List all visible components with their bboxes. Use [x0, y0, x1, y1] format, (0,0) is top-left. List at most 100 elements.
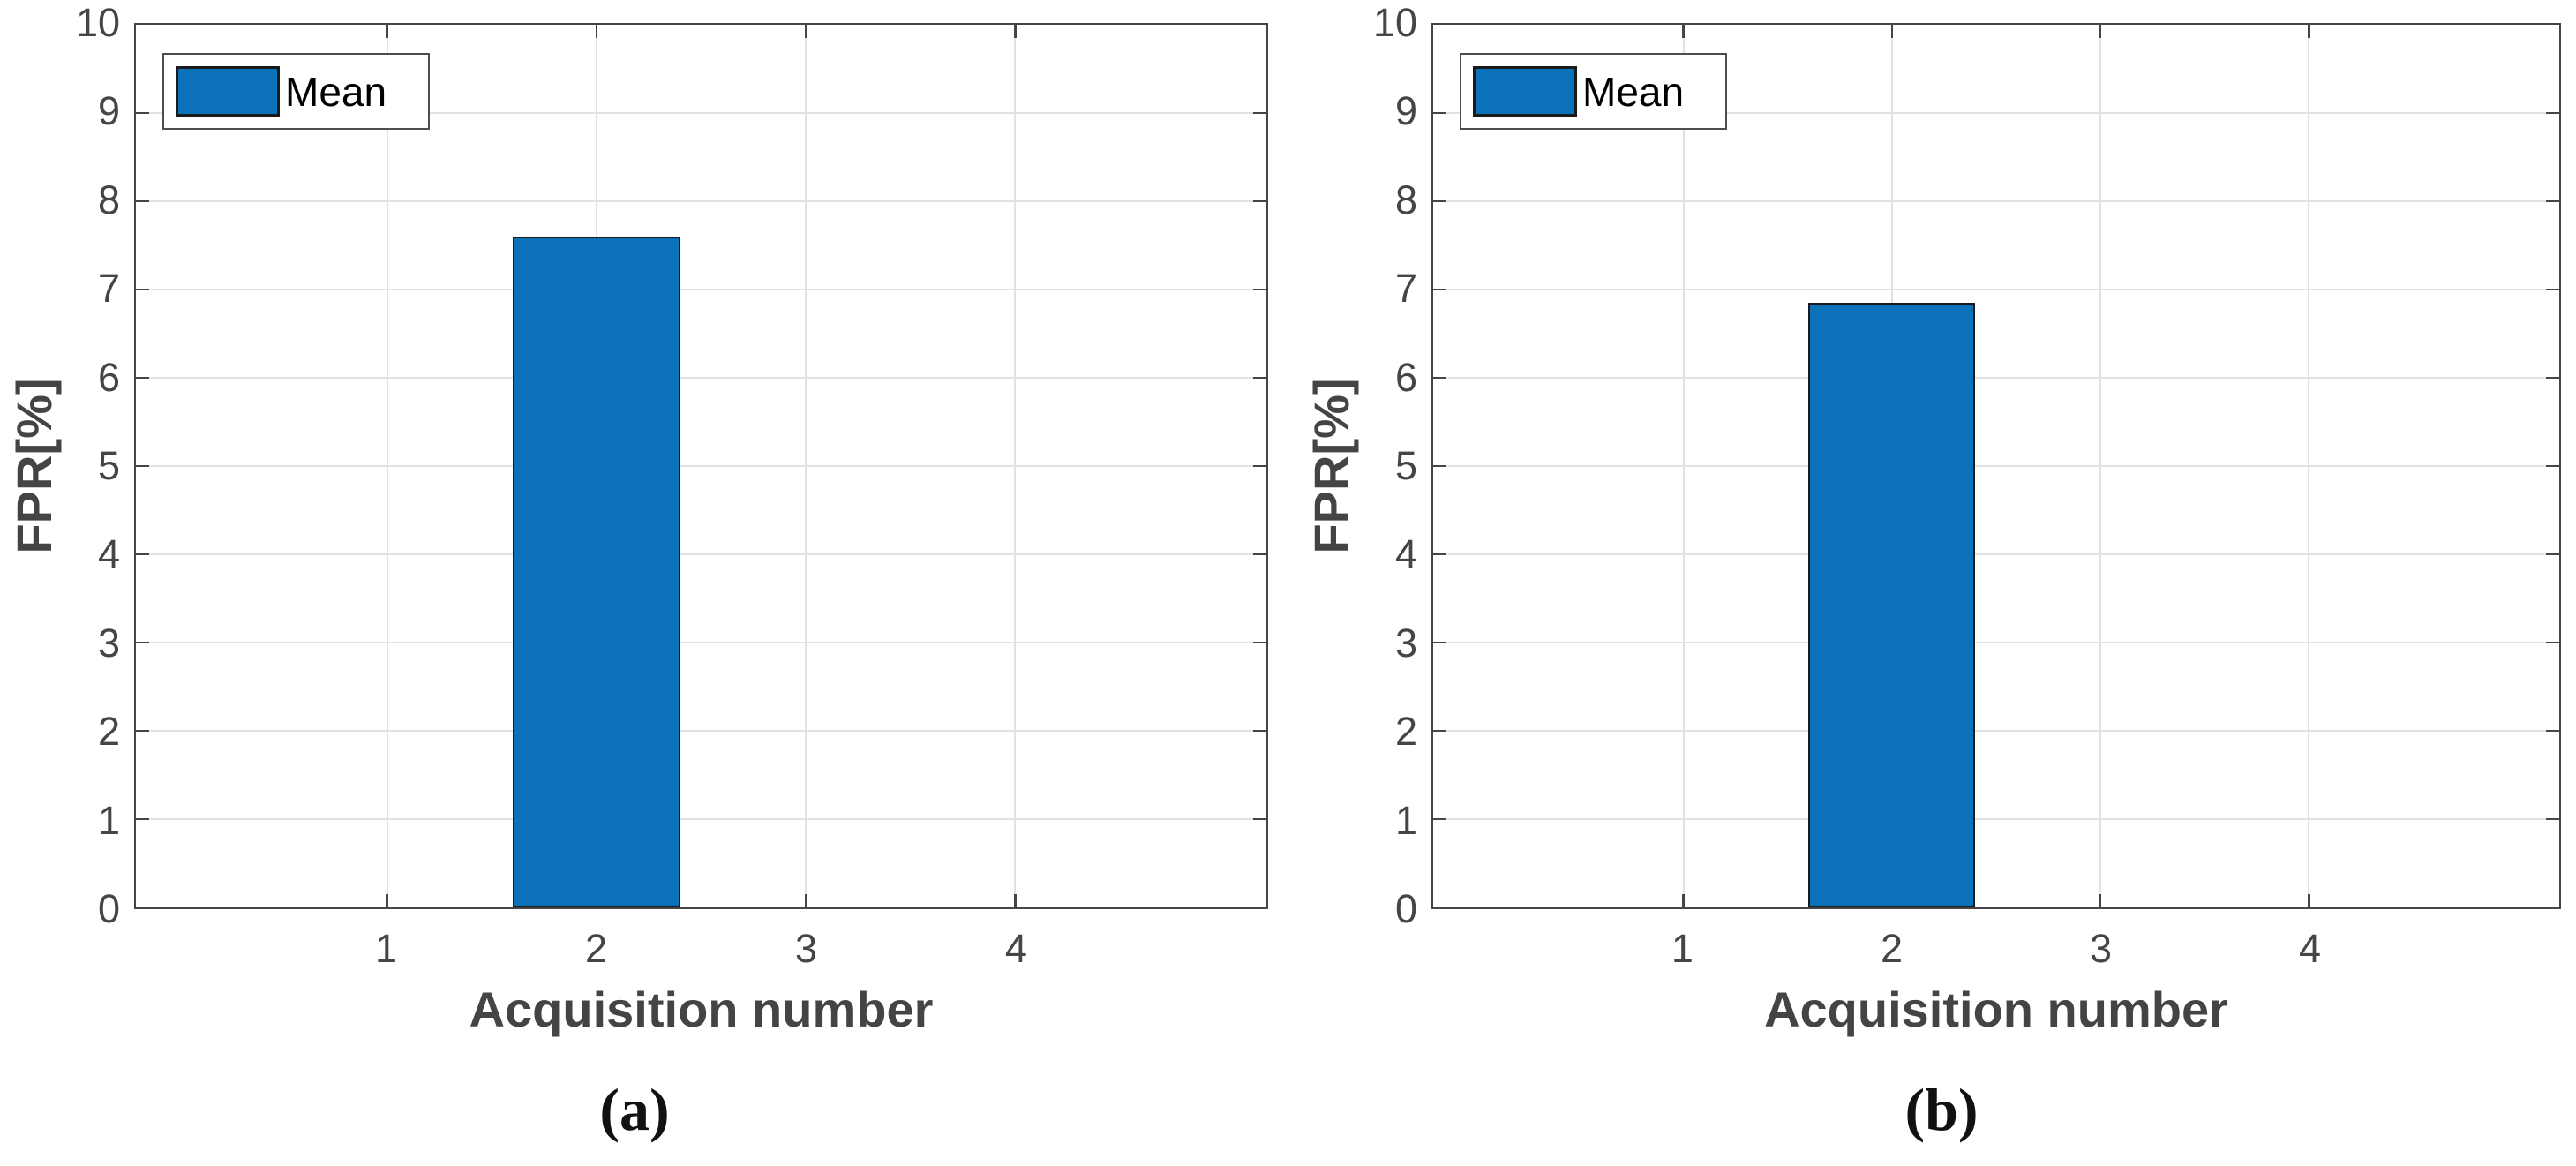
- x-tick-label: 4: [2299, 926, 2322, 971]
- y-tick-mark: [136, 553, 149, 556]
- y-tick-label: 3: [1394, 620, 1417, 666]
- x-tick-label: 3: [2090, 926, 2113, 971]
- y-tick-label: 10: [75, 0, 120, 45]
- y-tick-label: 9: [97, 88, 120, 134]
- y-tick-label: 5: [1394, 443, 1417, 488]
- y-gridline: [1433, 377, 2559, 379]
- y-tick-label: 6: [97, 354, 120, 400]
- y-tick-label: 3: [97, 620, 120, 666]
- y-tick-label: 1: [1394, 797, 1417, 843]
- y-gridline: [1433, 730, 2559, 732]
- y-tick-label: 8: [97, 177, 120, 222]
- y-gridline: [136, 112, 1266, 114]
- subfigure-caption: (a): [599, 1076, 670, 1143]
- x-tick-mark: [386, 894, 388, 907]
- y-tick-mark: [1433, 817, 1446, 821]
- y-gridline: [136, 289, 1266, 290]
- y-tick-mark: [136, 288, 149, 291]
- y-gridline: [136, 465, 1266, 467]
- legend: Mean: [162, 53, 430, 130]
- x-gridline: [2308, 25, 2310, 907]
- y-tick-mark: [136, 641, 149, 644]
- y-tick-mark: [136, 199, 149, 203]
- x-tick-mark: [1890, 25, 1894, 38]
- y-gridline: [136, 642, 1266, 643]
- y-tick-mark: [1433, 376, 1446, 380]
- x-gridline: [2099, 25, 2102, 907]
- y-tick-label: 4: [97, 531, 120, 577]
- y-tick-mark: [1253, 288, 1266, 291]
- x-gridline: [1014, 25, 1017, 907]
- y-tick-mark: [1253, 641, 1266, 644]
- legend-swatch-mean: [176, 66, 280, 117]
- subfigure-caption: (b): [1904, 1076, 1979, 1143]
- y-gridline: [1433, 112, 2559, 114]
- y-tick-mark: [1253, 111, 1266, 115]
- y-tick-mark: [2546, 111, 2559, 115]
- y-tick-mark: [1253, 199, 1266, 203]
- y-tick-mark: [1253, 464, 1266, 468]
- y-tick-mark: [2546, 553, 2559, 556]
- y-gridline: [136, 200, 1266, 202]
- y-gridline: [1433, 289, 2559, 290]
- x-tick-mark: [2099, 25, 2102, 38]
- y-tick-mark: [1253, 376, 1266, 380]
- y-tick-mark: [1433, 464, 1446, 468]
- x-tick-mark: [2308, 25, 2310, 38]
- y-gridline: [1433, 553, 2559, 555]
- y-gridline: [1433, 818, 2559, 820]
- y-tick-mark: [1433, 729, 1446, 733]
- y-tick-label: 0: [1394, 886, 1417, 931]
- y-tick-label: 2: [97, 709, 120, 755]
- y-tick-label: 6: [1394, 354, 1417, 400]
- x-tick-label: 2: [585, 926, 608, 971]
- y-tick-label: 10: [1372, 0, 1417, 45]
- y-gridline: [136, 553, 1266, 555]
- legend-swatch-mean: [1473, 66, 1577, 117]
- y-tick-mark: [2546, 464, 2559, 468]
- y-tick-mark: [2546, 817, 2559, 821]
- y-tick-mark: [2546, 376, 2559, 380]
- y-gridline: [136, 730, 1266, 732]
- x-tick-mark: [1682, 25, 1685, 38]
- x-tick-label: 2: [1880, 926, 1903, 971]
- y-tick-label: 7: [97, 266, 120, 312]
- y-gridline: [136, 818, 1266, 820]
- y-tick-mark: [1253, 729, 1266, 733]
- y-gridline: [1433, 465, 2559, 467]
- y-tick-mark: [136, 729, 149, 733]
- y-tick-mark: [136, 464, 149, 468]
- y-gridline: [1433, 200, 2559, 202]
- y-gridline: [136, 377, 1266, 379]
- y-tick-mark: [2546, 288, 2559, 291]
- x-gridline: [386, 25, 388, 907]
- y-tick-mark: [1433, 641, 1446, 644]
- x-tick-mark: [1682, 894, 1685, 907]
- x-tick-mark: [1014, 894, 1017, 907]
- plot-area: Mean: [1431, 23, 2561, 909]
- x-tick-mark: [386, 25, 388, 38]
- y-tick-mark: [136, 376, 149, 380]
- legend: Mean: [1460, 53, 1727, 130]
- y-tick-mark: [2546, 641, 2559, 644]
- y-tick-mark: [1433, 288, 1446, 291]
- x-tick-mark: [2308, 894, 2310, 907]
- x-axis-label: Acquisition number: [1764, 982, 2228, 1037]
- x-tick-mark: [804, 894, 807, 907]
- legend-label: Mean: [285, 68, 387, 115]
- bar-mean: [1808, 303, 1976, 907]
- y-tick-mark: [136, 817, 149, 821]
- y-tick-label: 9: [1394, 88, 1417, 134]
- y-tick-label: 4: [1394, 531, 1417, 577]
- y-tick-label: 2: [1394, 709, 1417, 755]
- y-tick-label: 8: [1394, 177, 1417, 222]
- y-tick-mark: [2546, 729, 2559, 733]
- x-gridline: [805, 25, 807, 907]
- y-tick-mark: [1253, 553, 1266, 556]
- legend-label: Mean: [1582, 68, 1685, 115]
- x-tick-mark: [1014, 25, 1017, 38]
- y-tick-mark: [1433, 111, 1446, 115]
- bar-mean: [513, 237, 680, 907]
- y-gridline: [1433, 642, 2559, 643]
